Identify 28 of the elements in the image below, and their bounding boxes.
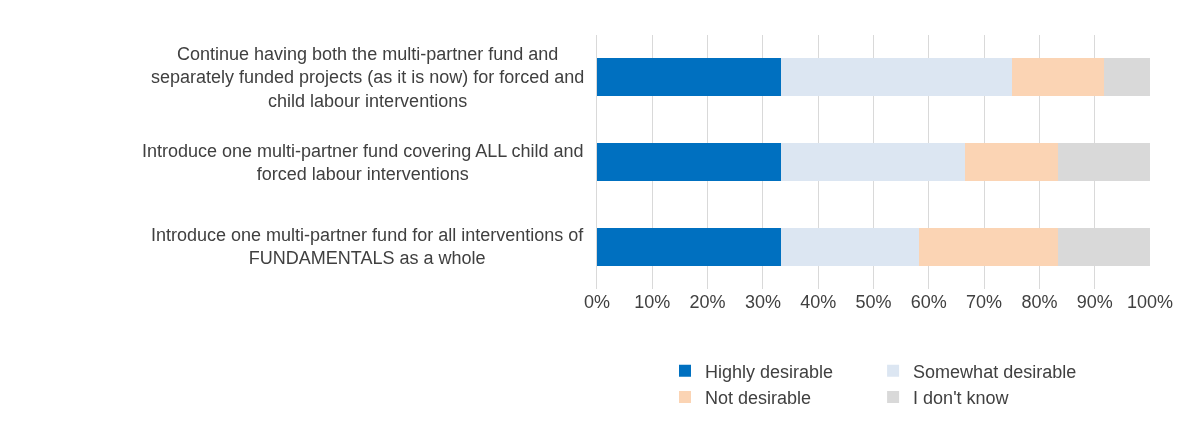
bar [965,142,1058,182]
bar [1104,58,1150,97]
bar [1011,58,1105,97]
x-tick-label: 70% [966,292,1003,312]
bar [781,58,1012,97]
x-tick-label: 30% [744,292,781,312]
legend-label: I don't know [913,388,1010,409]
x-tick-label: 20% [689,292,726,312]
y-tick-label: Introduce one multi-partner fund covering ALL child and forced labour interventions [142,141,584,185]
legend-label: Somewhat desirable [913,361,1077,382]
y-tick-label: Introduce one multi-partner fund for all interventions of FUNDAMENTALS as a whole [151,225,585,269]
x-tick-label: 40% [800,292,837,312]
bar [597,142,782,182]
bar [781,227,920,266]
bar [597,58,782,97]
x-tick-label: 90% [1076,292,1113,312]
x-tick-label: 80% [1021,292,1058,312]
x-tick-label: 60% [910,292,947,312]
bar [781,142,966,182]
x-tick-label: 100% [1126,292,1174,312]
bar [919,227,1058,266]
legend-label: Not desirable [705,388,812,409]
legend-label: Highly desirable [705,361,834,382]
x-tick-label: 10% [634,292,671,312]
x-tick-label: 50% [855,292,892,312]
y-tick-label: Continue having both the multi-partner fund and separately funded projects (as it is now) for forced and child labour interventions [151,44,585,111]
x-tick-label: 0% [583,292,611,312]
bar [597,227,782,266]
